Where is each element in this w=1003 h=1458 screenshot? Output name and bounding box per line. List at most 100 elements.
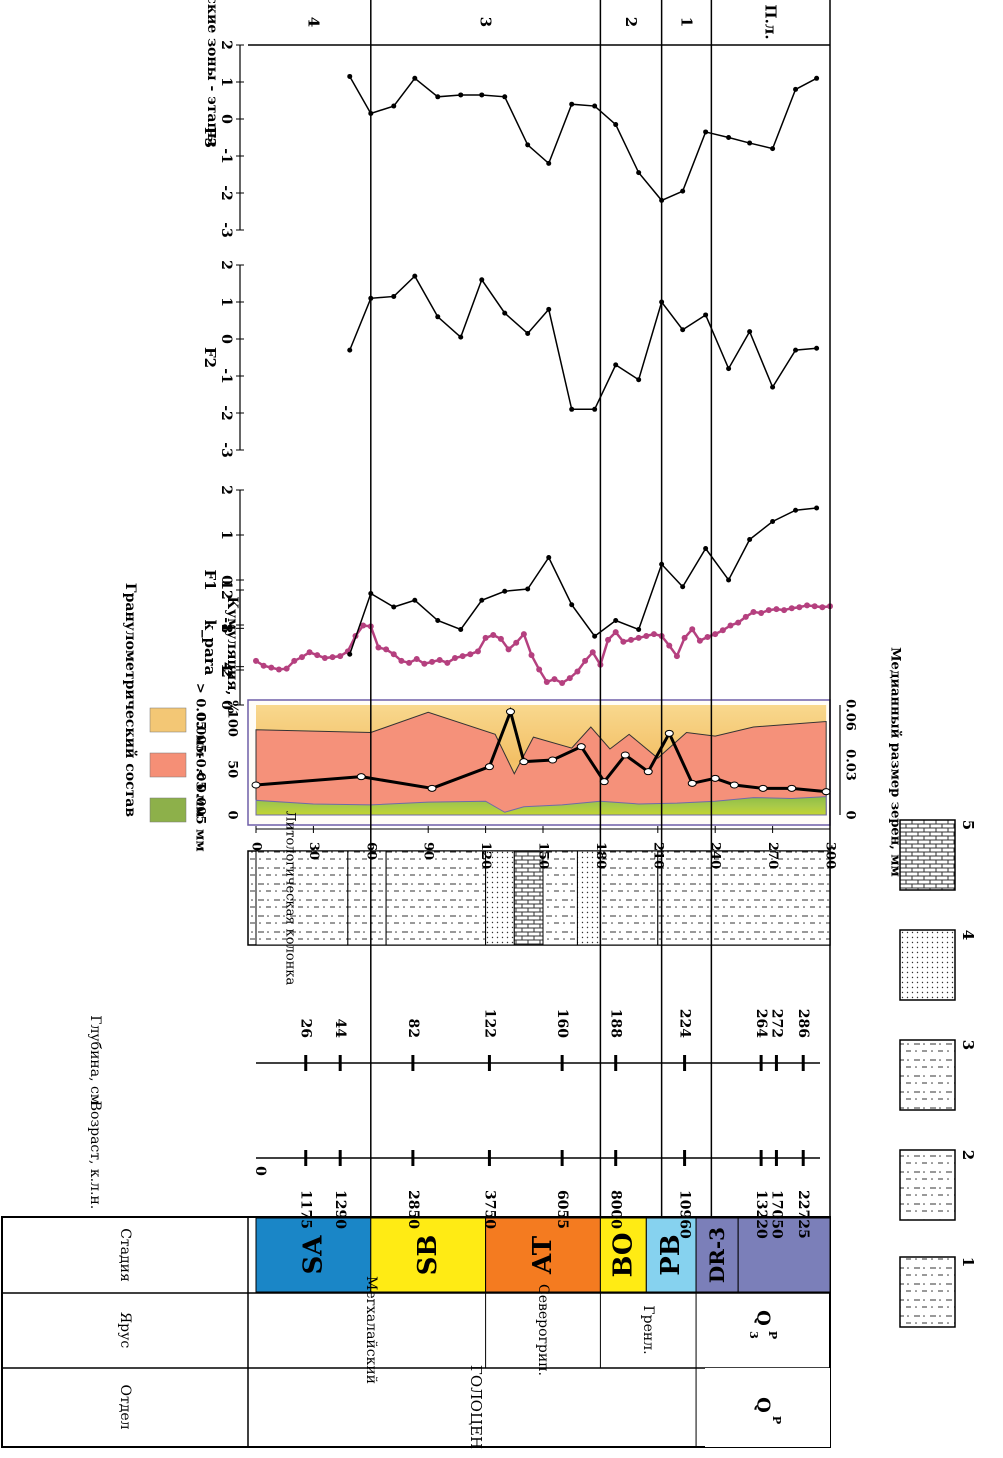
panel-axis-label: F2: [201, 347, 219, 368]
median-point: [548, 756, 558, 764]
series-point: [747, 140, 753, 146]
yarus-northgrippian: Северогрип.: [535, 1284, 551, 1376]
median-point: [710, 774, 720, 782]
series-point: [814, 505, 820, 511]
series-point: [543, 679, 550, 685]
series-point: [329, 654, 336, 661]
median-tick-label: 0.03: [843, 749, 858, 781]
series-point: [268, 664, 275, 671]
series-point: [347, 651, 353, 657]
series-point: [569, 602, 575, 608]
median-point: [664, 729, 674, 737]
panel-tick-label: 2: [218, 485, 234, 495]
median-point: [519, 758, 529, 766]
series-point: [412, 597, 418, 603]
series-point: [479, 597, 485, 603]
panel-tick-label: 1: [218, 530, 234, 540]
lithology-layer: [347, 850, 387, 946]
zone-label: П.л.: [762, 4, 780, 39]
series-point: [765, 607, 772, 614]
age-zero-label: 0: [252, 1166, 268, 1176]
series-point: [436, 656, 443, 663]
series-point: [727, 622, 734, 629]
gran-depth-tick-label: 0: [249, 842, 264, 851]
series-point: [804, 602, 811, 609]
panel-tick-label: 12: [218, 580, 234, 599]
series-point: [703, 312, 709, 318]
series-point: [582, 657, 589, 664]
series-point: [592, 103, 598, 109]
depth-label: 26: [298, 1019, 314, 1038]
series-point: [793, 347, 799, 353]
series-point: [811, 603, 818, 610]
panel-tick-label: 0: [218, 700, 234, 710]
median-point: [576, 743, 586, 751]
stratigraphy-table-frame: [1, 1216, 831, 1448]
series-point: [383, 646, 390, 653]
panel-tick-label: 4: [218, 662, 234, 672]
panel-tick-label: -1: [218, 368, 234, 384]
panel-tick-label: -1: [218, 617, 234, 633]
lithology-layer: [599, 850, 659, 946]
panel-axis-label: k_para: [201, 620, 219, 676]
litho-legend-label: 1: [959, 1257, 977, 1267]
gran-depth-tick-label: 150: [536, 842, 551, 869]
median-point: [758, 784, 768, 792]
series-point: [479, 92, 485, 98]
zone-label: 1: [678, 17, 696, 27]
gran-depth-tick-label: 270: [765, 842, 780, 869]
series-point: [520, 631, 527, 638]
depth-label: 122: [481, 1009, 497, 1038]
series-point: [435, 94, 441, 100]
age-label: 6055: [554, 1190, 570, 1229]
series-point: [283, 665, 290, 672]
zone-label: 4: [304, 17, 322, 27]
series-point: [758, 610, 765, 616]
header-vozrast: Возраст, к.л.н.: [87, 1101, 103, 1209]
median-axis-label: Медианный размер зерен, мм: [888, 647, 903, 877]
series-point: [502, 588, 508, 594]
age-label: 2850: [405, 1190, 421, 1229]
otdel-pleistocene: Q: [753, 1397, 774, 1413]
area-clay: [255, 796, 827, 816]
litho-legend-swatch: [899, 1039, 956, 1111]
series-point: [613, 122, 619, 128]
median-point: [251, 781, 261, 789]
gran-depth-tick-label: 90: [421, 842, 436, 860]
header-glubina: Глубина, см: [87, 1015, 103, 1105]
gran-legend-label: 0.005-0.05 мм: [193, 713, 208, 818]
series-point: [689, 626, 696, 633]
median-point: [821, 788, 831, 796]
series-point: [680, 188, 686, 194]
stage-band: [737, 1217, 831, 1293]
series-point: [673, 653, 680, 660]
depth-label: 224: [677, 1009, 693, 1038]
series-point: [680, 327, 686, 333]
series-point: [696, 637, 703, 644]
litho-legend-swatch: [899, 1149, 956, 1221]
zone-label: 2: [622, 17, 640, 27]
series-point: [337, 653, 344, 660]
series-point: [525, 586, 531, 592]
series-point: [636, 627, 642, 632]
panel-tick-label: 0: [218, 114, 234, 124]
series-point: [314, 652, 321, 659]
stage-label: BO: [608, 1232, 638, 1277]
gran-legend-swatch: [149, 752, 187, 778]
gran-legend-label: < 0.005 мм: [193, 768, 208, 851]
panel-tick-label: 0: [218, 575, 234, 585]
stage-label: SA: [298, 1235, 328, 1275]
series-point: [412, 273, 418, 279]
litho-legend-swatch: [899, 929, 956, 1001]
series-point: [390, 651, 397, 658]
median-tick-label: 0.06: [843, 699, 858, 731]
series-point: [703, 546, 709, 551]
series-point: [546, 555, 552, 560]
series-point: [747, 329, 753, 335]
series-point: [635, 634, 642, 641]
panel-tick-label: -3: [218, 222, 234, 238]
series-point: [474, 648, 481, 655]
median-point: [620, 751, 630, 759]
